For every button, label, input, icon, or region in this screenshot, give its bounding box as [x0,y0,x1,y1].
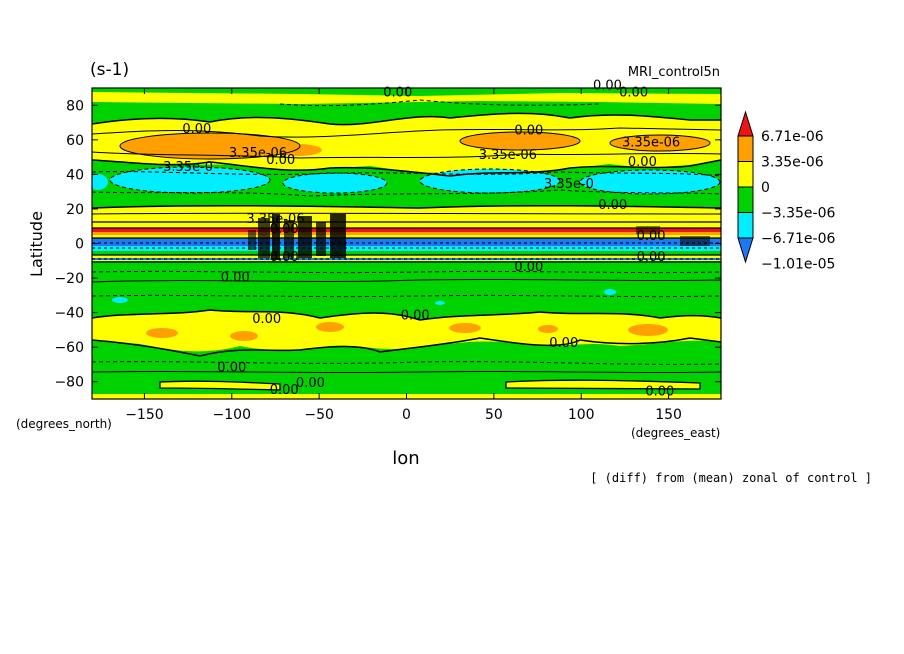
contour-value-label: 0.00 [252,312,281,327]
x-axis: −150 −100 −50 0 50 100 150 [125,88,682,423]
y-tick-label: 20 [66,202,84,218]
x-tick-label: 0 [402,407,411,423]
colorbar-label: −6.71e-06 [761,231,835,247]
field-blob-orange-s3 [316,322,344,332]
contour-lines [92,99,721,391]
field-band-south-mid [92,310,721,352]
field-eq-blue [92,238,721,246]
y-tick-label: −80 [54,375,84,391]
contour-value-label: 3.35e-06 [622,136,680,151]
contour-value-label: 0.00 [182,122,211,137]
colorbar-label: 0 [761,180,770,196]
field-eq-green [92,251,721,255]
contour-value-label: 0.00 [383,86,412,101]
y-tick-label: −60 [54,340,84,356]
y-tick-label: 80 [66,98,84,114]
contour-value-label: 0.00 [645,385,674,400]
contour-value-label: 0.00 [401,309,430,324]
field-blob-orange-s1 [146,328,178,338]
y-tick-label: −40 [54,306,84,322]
chart-title: MRI_control5n [628,65,720,80]
x-tick-label: 150 [655,407,682,423]
diff-note: [ (diff) from (mean) zonal of control ] [590,471,872,485]
field-blob-orange-s5 [538,325,558,333]
contour-value-label: 3.35e-06 [479,148,537,163]
x-units-label: (degrees_east) [631,426,720,440]
colorbar-label: 3.35e-06 [761,155,824,171]
field-dot-cyan-s2 [604,289,616,295]
field-dot-cyan-s1 [112,297,128,303]
field-dot-cyan-s3 [435,301,445,305]
field-blob-orange-s2 [230,331,258,341]
x-axis-label: lon [392,448,419,469]
colorbar-segment [737,186,754,213]
x-tick-label: −100 [213,407,251,423]
contour-value-label: 0.00 [270,222,299,237]
equatorial-noise [248,214,710,260]
colorbar-segment [737,135,754,162]
field-eq-yellow2 [92,235,721,238]
y-axis-label: Latitude [27,211,46,277]
field-blob-cyan-n2 [283,173,387,193]
colorbar-segment [737,110,754,137]
y-axis: −80 −60 −40 −20 0 20 40 60 80 [54,98,721,391]
field-blob-orange-s4 [449,323,481,333]
field-eq-orange [92,232,721,235]
colorbar-segment [737,161,754,188]
field-band-north-polar [92,92,721,104]
contour-value-label: 0.00 [549,336,578,351]
contour-value-label: 0.00 [270,250,299,265]
contour-value-label: 0.00 [637,250,666,265]
field-blob-orange-n1 [120,133,300,159]
contour-value-label: 3.35e-06 [229,146,287,161]
field-eq-red [92,228,721,232]
contour-value-label: 0.00 [270,383,299,398]
y-tick-label: 60 [66,133,84,149]
contour-value-label: 0.00 [221,271,250,286]
x-tick-label: −150 [125,407,163,423]
colorbar-segment [737,212,754,239]
contour-value-label: 0.00 [266,153,295,168]
contour-value-label: 3.35e-06 [246,212,304,227]
y-tick-label: −20 [54,271,84,287]
colorbar-segment [737,237,754,264]
contour-value-label: 0.00 [514,260,543,275]
field-blob-orange-s6 [628,324,668,336]
contour-labels: 0.00 0.000.000.00 0.003.35e-060.00 3.35e-06… [163,79,680,400]
contour-value-label: 0.00 [628,155,657,170]
contour-value-label: 3.35e-0 [544,177,594,192]
x-tick-label: 50 [485,407,503,423]
field-blob-orange-n2 [460,132,580,150]
field-blob-cyan-n4 [580,170,720,194]
field-blob-orange-n3 [610,135,710,151]
contour-value-label: 0.00 [593,79,622,94]
x-tick-label: −50 [304,407,334,423]
y-units-label: (degrees_north) [16,417,112,431]
x-tick-label: 100 [568,407,595,423]
colorbar: 6.71e-06 3.35e-06 0 −3.35e-06 −6.71e-06 −1.01… [737,110,835,273]
contour-value-label: 0.00 [598,198,627,213]
contour-value-label: 0.00 [619,86,648,101]
contour-value-label: 3.35e-0 [163,160,213,175]
contour-value-label: 0.00 [514,124,543,139]
field-layer [92,88,721,399]
contour-value-label: 0.00 [217,360,246,375]
field-blob-cyan-n1 [110,167,270,193]
contour-value-label: 0.00 [637,229,666,244]
colorbar-label: −1.01e-05 [761,257,835,273]
field-blob-cyan-n5 [92,174,108,190]
y-tick-label: 40 [66,167,84,183]
field-band-south-polar2 [506,380,700,389]
contour-value-label: 0.00 [296,376,325,391]
colorbar-label: 6.71e-06 [761,129,824,145]
units-label: (s-1) [90,60,129,80]
field-eq-yellow [92,222,721,228]
y-tick-label: 0 [75,237,84,253]
colorbar-label: −3.35e-06 [761,206,835,222]
